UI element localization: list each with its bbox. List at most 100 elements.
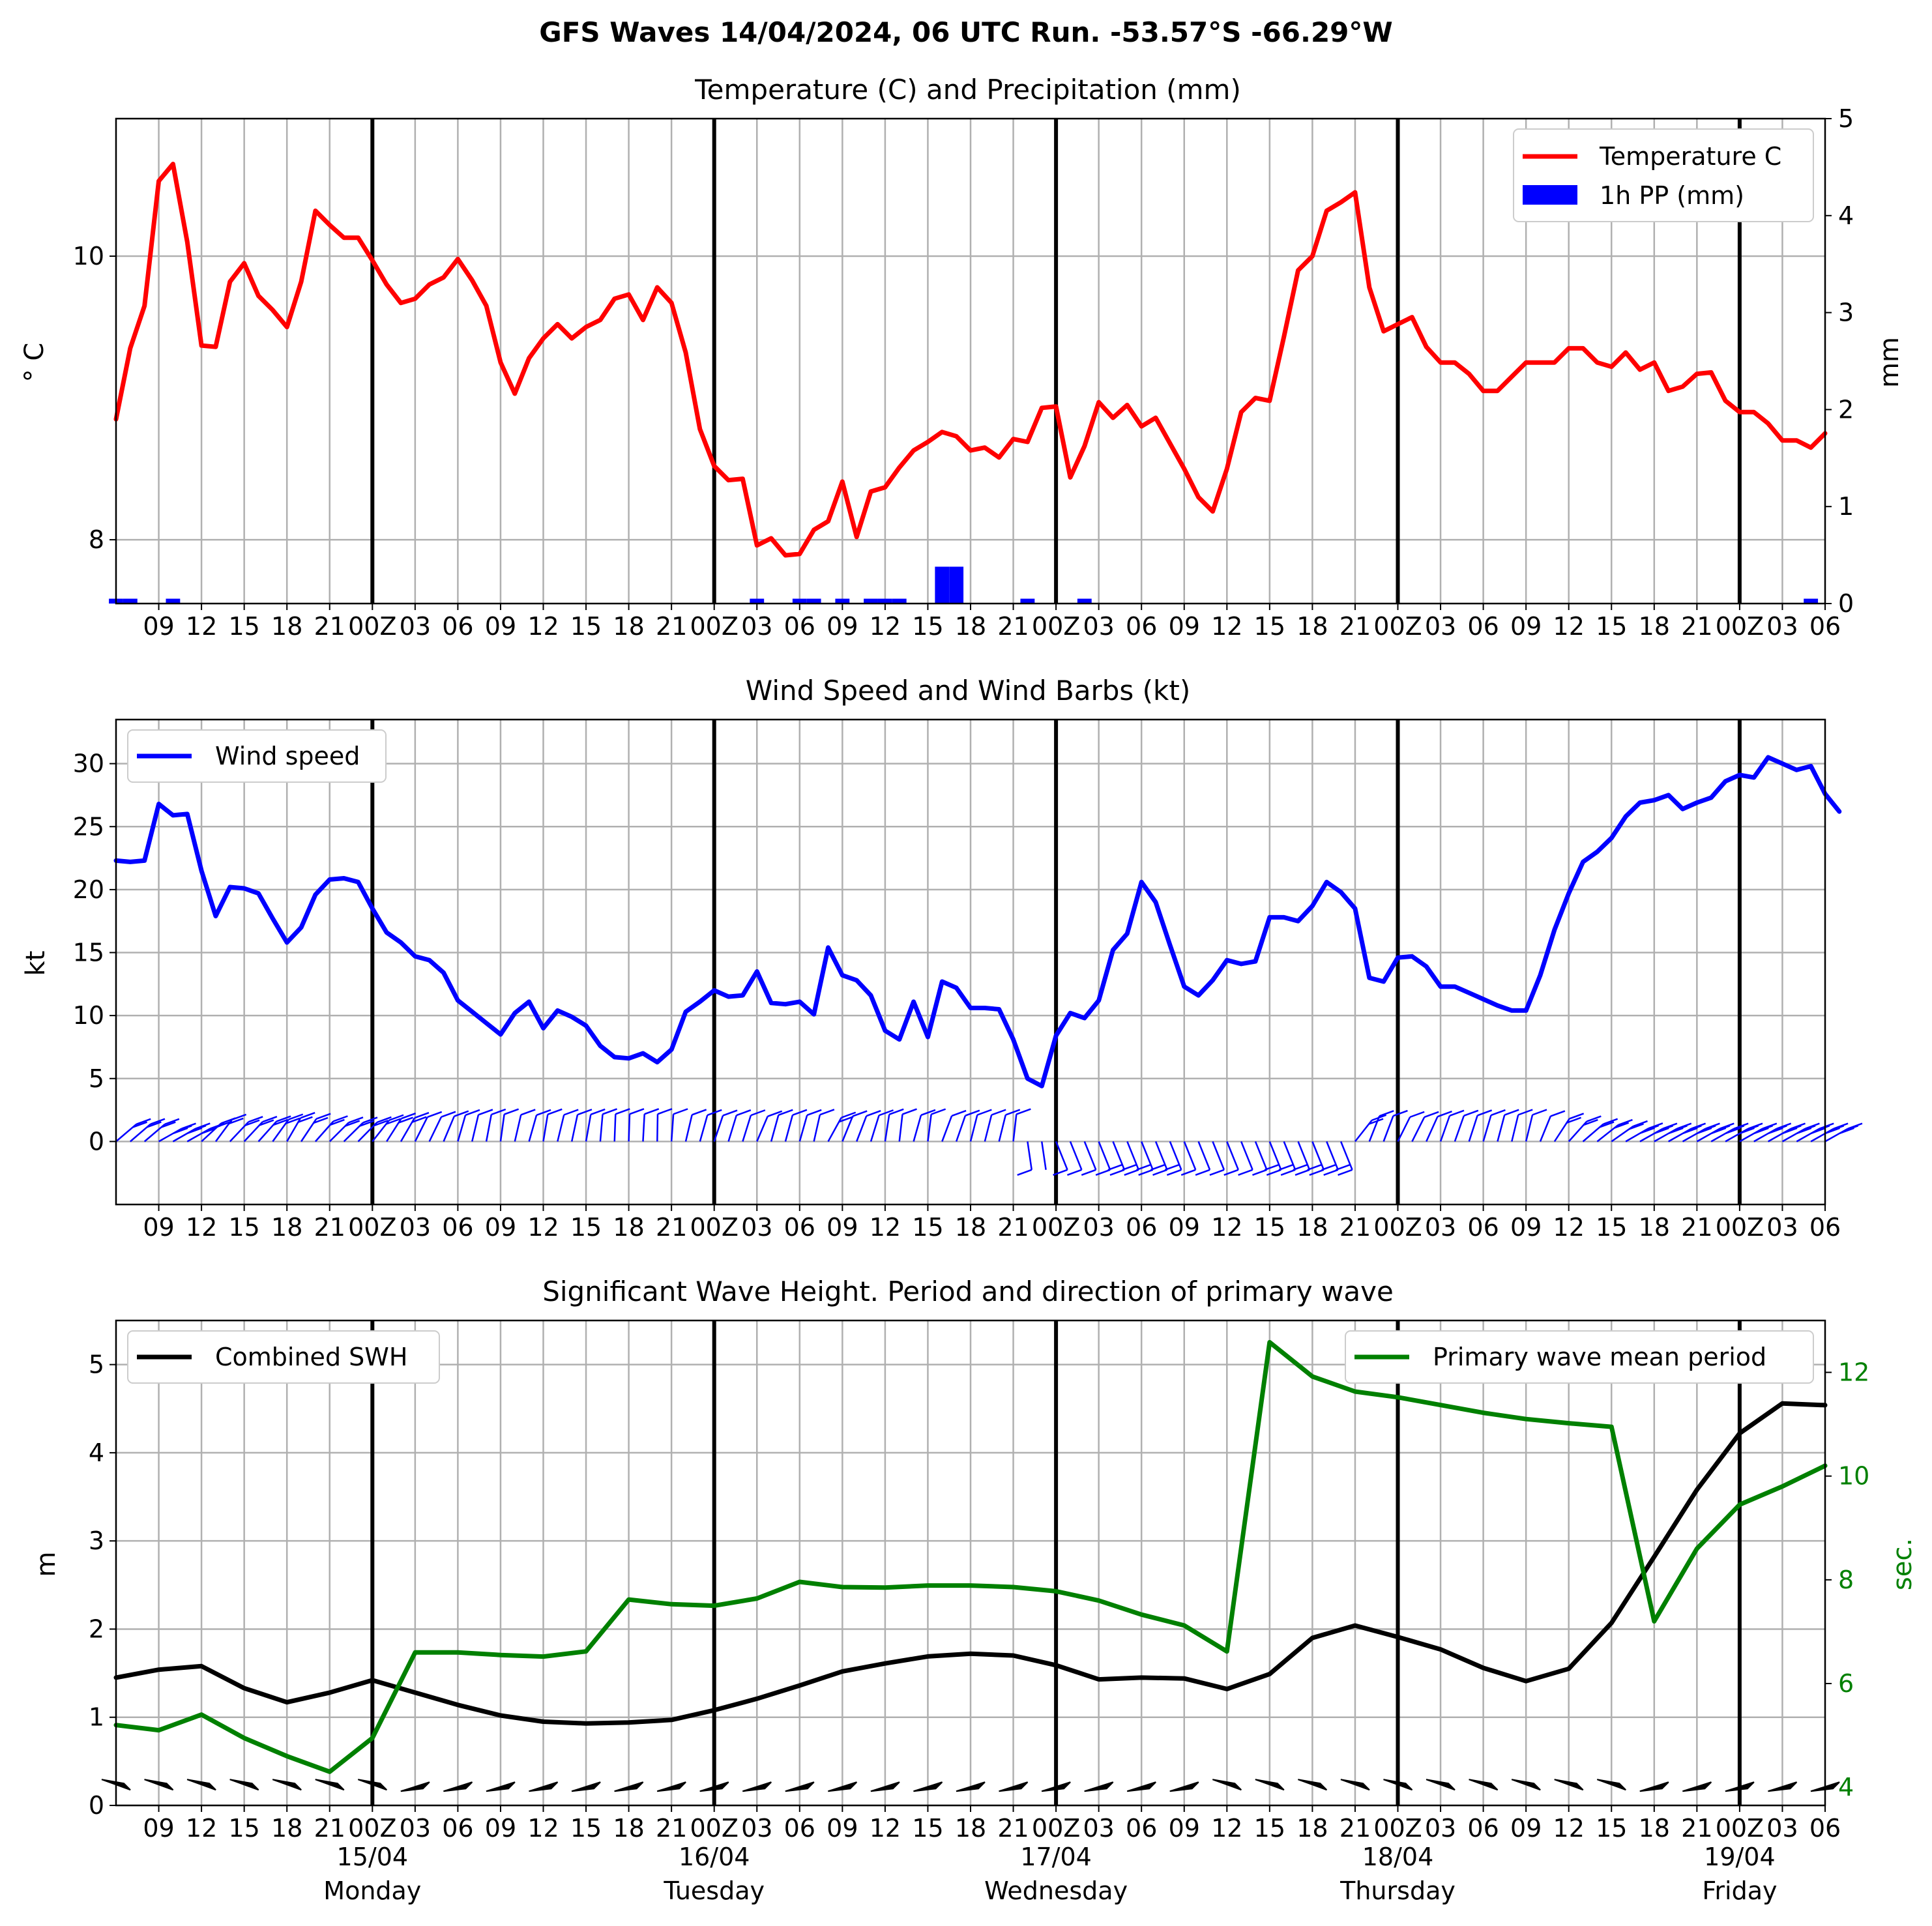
x-tick-label: 21	[314, 1213, 345, 1242]
x-tick-label: 15	[228, 612, 259, 641]
page-title: GFS Waves 14/04/2024, 06 UTC Run. -53.57…	[539, 16, 1393, 48]
wind-barb-staff	[941, 1115, 953, 1142]
x-tick-label: 03	[1083, 1814, 1114, 1843]
wind-barb-staff	[1525, 1115, 1534, 1142]
wind-barb-staff	[1154, 1141, 1168, 1171]
wind-barb-feather	[315, 1113, 331, 1120]
wind-barb-feather	[173, 1127, 188, 1134]
x-tick-label: 09	[827, 1814, 858, 1843]
wind-barb-feather	[1796, 1127, 1812, 1134]
day-name-label: Wednesday	[984, 1876, 1128, 1905]
wind-barb-staff	[570, 1114, 579, 1142]
x-tick-label: 09	[827, 1213, 858, 1242]
wind-barb-staff	[742, 1115, 752, 1142]
wind-barb-feather	[1583, 1118, 1598, 1126]
wave-direction-arrow	[656, 1781, 686, 1792]
wind-barb-feather	[767, 1110, 783, 1117]
wave-direction-arrow	[229, 1779, 259, 1791]
x-tick-label: 18	[1639, 612, 1670, 641]
wind-barb-feather	[1017, 1169, 1032, 1176]
x-tick-label: 09	[143, 1814, 174, 1843]
wave-direction-arrow	[1126, 1781, 1156, 1792]
wind-barb-feather	[536, 1109, 551, 1116]
wave-direction-arrow	[913, 1781, 943, 1792]
x-tick-label: 18	[613, 612, 644, 641]
wind-barb-feather	[819, 1109, 835, 1116]
wind-barb-staff	[998, 1115, 1007, 1142]
wind-barb-feather	[920, 1109, 936, 1116]
wind-barb-staff	[756, 1116, 768, 1142]
wind-barb-staff	[1027, 1141, 1032, 1170]
wave-direction-arrows	[101, 1779, 1840, 1792]
x-tick-label: 21	[1681, 1213, 1712, 1242]
wind-barb-feather	[879, 1109, 894, 1116]
wind-barb-staff	[443, 1116, 455, 1142]
x-tick-label: 21	[1339, 1814, 1371, 1843]
x-tick-label: 12	[527, 1814, 559, 1843]
x-tick-label: 06	[1809, 1213, 1841, 1242]
precip-y-ticks: 0 1 2 3 4 5	[1825, 104, 1854, 618]
wind-barb-feather	[1122, 1163, 1137, 1171]
wind-barbs	[115, 1108, 1863, 1176]
y-tick-label: 3	[89, 1526, 104, 1555]
x-tick-label: 12	[527, 1213, 559, 1242]
wind-barb-feather	[288, 1113, 304, 1120]
swh-legend-box	[127, 1330, 440, 1384]
wind-barb-staff	[713, 1115, 724, 1142]
wind-barb-staff	[884, 1114, 890, 1142]
x-tick-label: 21	[656, 1814, 687, 1843]
wind-barb-feather	[1005, 1109, 1021, 1116]
wind-barb-feather	[427, 1111, 443, 1118]
x-tick-label: 00Z	[1373, 612, 1422, 641]
wind-barb-staff	[428, 1116, 443, 1142]
wave-direction-arrow	[1426, 1779, 1456, 1791]
wave-direction-arrow	[785, 1781, 815, 1792]
wind-barb-feather	[160, 1121, 176, 1128]
x-tick-label: 00Z	[690, 1213, 739, 1242]
x-tick-label: 03	[1425, 1814, 1456, 1843]
x-tick-label: 00Z	[348, 1814, 396, 1843]
x-tick-label: 21	[314, 1814, 345, 1843]
wind-barb-staff	[1254, 1141, 1268, 1171]
x-tick-label: 12	[870, 612, 901, 641]
wind-barb-feather	[1164, 1163, 1180, 1171]
wave-direction-arrow	[529, 1781, 559, 1792]
x-tick-label: 00Z	[1032, 612, 1080, 641]
wave-direction-arrow	[870, 1781, 900, 1792]
wave-direction-arrow	[742, 1781, 772, 1792]
wind-barb-feather	[1067, 1169, 1082, 1176]
wind-barb-feather	[376, 1116, 392, 1124]
wind-barb-feather	[1449, 1109, 1465, 1116]
precip-bar	[877, 598, 892, 604]
y-tick-label: 10	[73, 242, 104, 270]
period-legend-box	[1345, 1330, 1814, 1384]
x-tick-label: 18	[271, 1814, 302, 1843]
wind-barb-feather	[313, 1116, 329, 1124]
temperature-legend: Temperature C 1h PP (mm)	[1513, 128, 1814, 222]
x-tick-label: 18	[955, 1213, 986, 1242]
x-tick-label: 09	[485, 1814, 516, 1843]
wind-barb-feather	[132, 1121, 148, 1128]
x-tick-label: 21	[656, 612, 687, 641]
wind-barb-feather	[385, 1118, 401, 1125]
precip-bar	[123, 598, 138, 604]
wind-barb-feather	[722, 1109, 738, 1116]
day-name-label: Monday	[323, 1876, 421, 1905]
wind-barb-staff	[684, 1115, 693, 1142]
wind-barb-feather	[297, 1116, 313, 1123]
wind-barb-staff	[1326, 1141, 1339, 1171]
x-tick-label: 03	[741, 1814, 772, 1843]
temperature-legend-label: Temperature C	[1599, 142, 1781, 171]
wind-barb-feather	[1278, 1163, 1294, 1171]
y-tick-label: 8	[89, 525, 104, 554]
wind-barb-feather	[136, 1118, 151, 1126]
x-tick-label: 06	[784, 612, 815, 641]
precip-bar	[806, 598, 821, 604]
x-tick-label: 15	[1596, 612, 1627, 641]
wind-barb-staff	[1482, 1115, 1492, 1142]
wave-panel: Significant Wave Height. Period and dire…	[31, 1276, 1918, 1905]
x-tick-label: 06	[442, 1213, 473, 1242]
x-tick-label: 06	[1126, 1213, 1157, 1242]
wind-barb-feather	[1633, 1120, 1648, 1128]
x-tick-label: 12	[186, 612, 217, 641]
